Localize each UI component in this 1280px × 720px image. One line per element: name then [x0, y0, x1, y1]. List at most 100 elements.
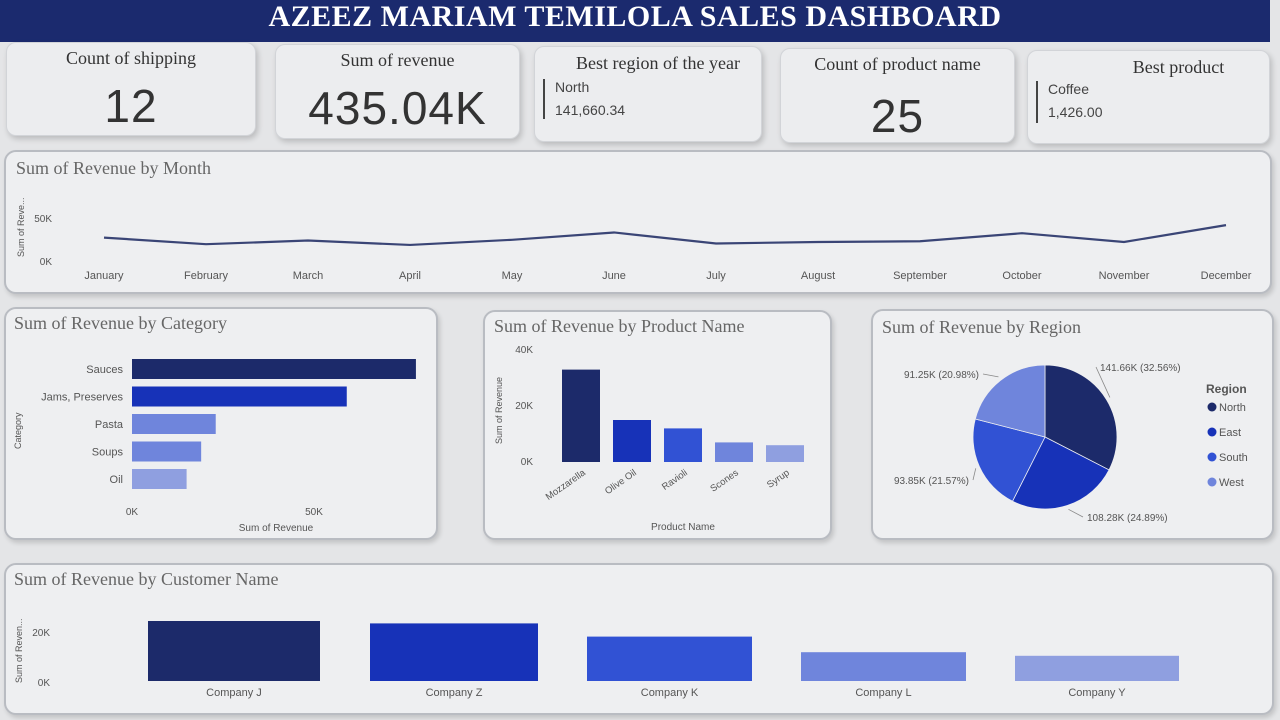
chart-customer-svg: Sum of Reven... 20K 0K Company J Company … — [14, 618, 1179, 699]
product-bar-syrup — [766, 445, 804, 462]
chart-month-ylabel: Sum of Reve... — [16, 197, 26, 257]
customer-bar-company-k — [587, 636, 752, 681]
kpi-revenue-label: Sum of revenue — [340, 50, 455, 70]
product-bar-scones — [715, 442, 753, 462]
kpi-card-product-count[interactable]: Count of product name 25 — [780, 48, 1015, 143]
kpi-shipping-label: Count of shipping — [65, 48, 196, 68]
legend-label-west: West — [1219, 477, 1244, 489]
panel-revenue-by-customer[interactable]: Sum of Revenue by Customer Name Sum of R… — [4, 563, 1274, 715]
month-tick-january: January — [84, 270, 124, 282]
product-label-ravioli: Ravioli — [660, 467, 690, 492]
panel-revenue-by-product[interactable]: Sum of Revenue by Product Name Sum of Re… — [483, 310, 832, 540]
chart-region-svg: 141.66K (32.56%) 108.28K (24.89%) 93.85K (… — [894, 363, 1248, 524]
product-bar-mozzarella — [562, 369, 600, 462]
panel-revenue-by-category[interactable]: Sum of Revenue by Category Category Sum … — [4, 307, 438, 540]
region-data-label-west: 91.25K (20.98%) — [904, 370, 979, 381]
chart-category-xtick-0k: 0K — [126, 507, 139, 518]
panel-revenue-by-month[interactable]: Sum of Revenue by Month Sum of Reve... 5… — [4, 150, 1272, 294]
category-label-pasta: Pasta — [95, 419, 124, 431]
month-tick-july: July — [706, 270, 726, 282]
legend-marker-west — [1207, 477, 1217, 487]
chart-category-xtick-50k: 50K — [305, 507, 323, 518]
kpi-card-best-region[interactable]: Best region of the year North 141,660.34 — [534, 46, 762, 142]
product-label-syrup: Syrup — [765, 467, 792, 490]
panel-revenue-by-region[interactable]: Sum of Revenue by Region 141.66K (32.56%… — [871, 309, 1274, 540]
region-data-label-east: 108.28K (24.89%) — [1087, 513, 1168, 524]
category-bar-oil — [132, 469, 187, 489]
legend-marker-north — [1207, 402, 1217, 412]
product-label-mozzarella: Mozzarella — [544, 467, 589, 503]
customer-label-company-j: Company J — [206, 687, 262, 699]
region-data-label-north: 141.66K (32.56%) — [1100, 363, 1181, 374]
kpi-best-region-name: North — [555, 79, 590, 95]
customer-label-company-k: Company K — [641, 687, 699, 699]
region-slice-south — [972, 418, 1046, 502]
product-label-olive-oil: Olive Oil — [603, 467, 639, 497]
kpi-product-count-label: Count of product name — [814, 54, 981, 74]
kpi-best-region-label: Best region of the year — [576, 53, 740, 73]
legend-marker-east — [1207, 427, 1217, 437]
chart-category-svg: Category Sum of Revenue 0K 50K Sauces Jam… — [13, 359, 416, 534]
kpi-best-product-value: 1,426.00 — [1048, 104, 1103, 120]
kpi-best-region-value: 141,660.34 — [555, 102, 626, 118]
customer-label-company-l: Company L — [855, 687, 911, 699]
month-tick-may: May — [502, 270, 523, 282]
region-slice-west — [974, 364, 1046, 438]
kpi-best-product-divider — [1036, 81, 1038, 123]
kpi-card-revenue[interactable]: Sum of revenue 435.04K — [275, 44, 520, 139]
chart-product-xlabel: Product Name — [651, 522, 715, 533]
month-tick-april: April — [399, 270, 421, 282]
dashboard-title: AZEEZ MARIAM TEMILOLA SALES DASHBOARD — [0, 0, 1270, 42]
category-label-oil: Oil — [110, 474, 123, 486]
chart-region-legend-title: Region — [1206, 382, 1247, 396]
product-label-scones: Scones — [708, 467, 740, 494]
month-series-line — [103, 224, 1227, 247]
customer-bar-company-y — [1015, 655, 1179, 681]
category-bar-pasta — [132, 414, 216, 434]
region-leader-south — [972, 468, 977, 481]
chart-product-ytick-40k: 40K — [515, 345, 533, 356]
month-tick-november: November — [1099, 270, 1150, 282]
month-tick-december: December — [1201, 270, 1252, 282]
chart-product-ylabel: Sum of Revenue — [494, 377, 504, 444]
kpi-best-product-name: Coffee — [1048, 81, 1089, 97]
chart-customer-ylabel: Sum of Reven... — [14, 618, 24, 683]
kpi-shipping-value: 12 — [104, 80, 158, 132]
customer-bar-company-z — [370, 623, 538, 681]
chart-customer-ytick-20k: 20K — [32, 628, 50, 639]
region-leader-east — [1068, 508, 1084, 518]
region-leader-west — [982, 373, 999, 378]
kpi-card-shipping[interactable]: Count of shipping 12 — [6, 42, 256, 136]
chart-product-ytick-0k: 0K — [521, 457, 534, 468]
kpi-best-region-divider — [543, 79, 545, 119]
region-data-label-south: 93.85K (21.57%) — [894, 476, 969, 487]
chart-product-title: Sum of Revenue by Product Name — [494, 316, 745, 336]
customer-label-company-y: Company Y — [1068, 687, 1126, 699]
month-tick-september: September — [893, 270, 947, 282]
chart-category-xlabel: Sum of Revenue — [239, 523, 314, 534]
legend-label-south: South — [1219, 452, 1248, 464]
chart-month-ytick-0k: 0K — [40, 257, 53, 268]
kpi-best-product-label: Best product — [1132, 57, 1225, 77]
kpi-revenue-value: 435.04K — [308, 82, 487, 134]
chart-customer-ytick-0k: 0K — [38, 678, 51, 689]
chart-region-title: Sum of Revenue by Region — [882, 317, 1081, 337]
legend-label-north: North — [1219, 402, 1246, 414]
category-bar-soups — [132, 441, 202, 462]
product-bar-olive-oil — [613, 420, 651, 462]
category-bar-jams-preserves — [132, 386, 347, 407]
month-tick-june: June — [602, 270, 626, 282]
region-slice-north — [1044, 364, 1118, 471]
category-label-jams-preserves: Jams, Preserves — [41, 392, 123, 404]
category-label-soups: Soups — [92, 447, 124, 459]
month-tick-march: March — [293, 270, 324, 282]
chart-month-svg: Sum of Reve... 50K 0K January February Mar… — [16, 197, 1252, 282]
customer-label-company-z: Company Z — [426, 687, 483, 699]
chart-month-title: Sum of Revenue by Month — [16, 158, 211, 178]
chart-month-ytick-50k: 50K — [34, 214, 52, 225]
kpi-card-best-product[interactable]: Best product Coffee 1,426.00 — [1027, 50, 1270, 144]
chart-product-ytick-20k: 20K — [515, 401, 533, 412]
customer-bar-company-l — [801, 652, 966, 681]
category-label-sauces: Sauces — [86, 364, 123, 376]
region-slice-east — [1011, 436, 1110, 510]
